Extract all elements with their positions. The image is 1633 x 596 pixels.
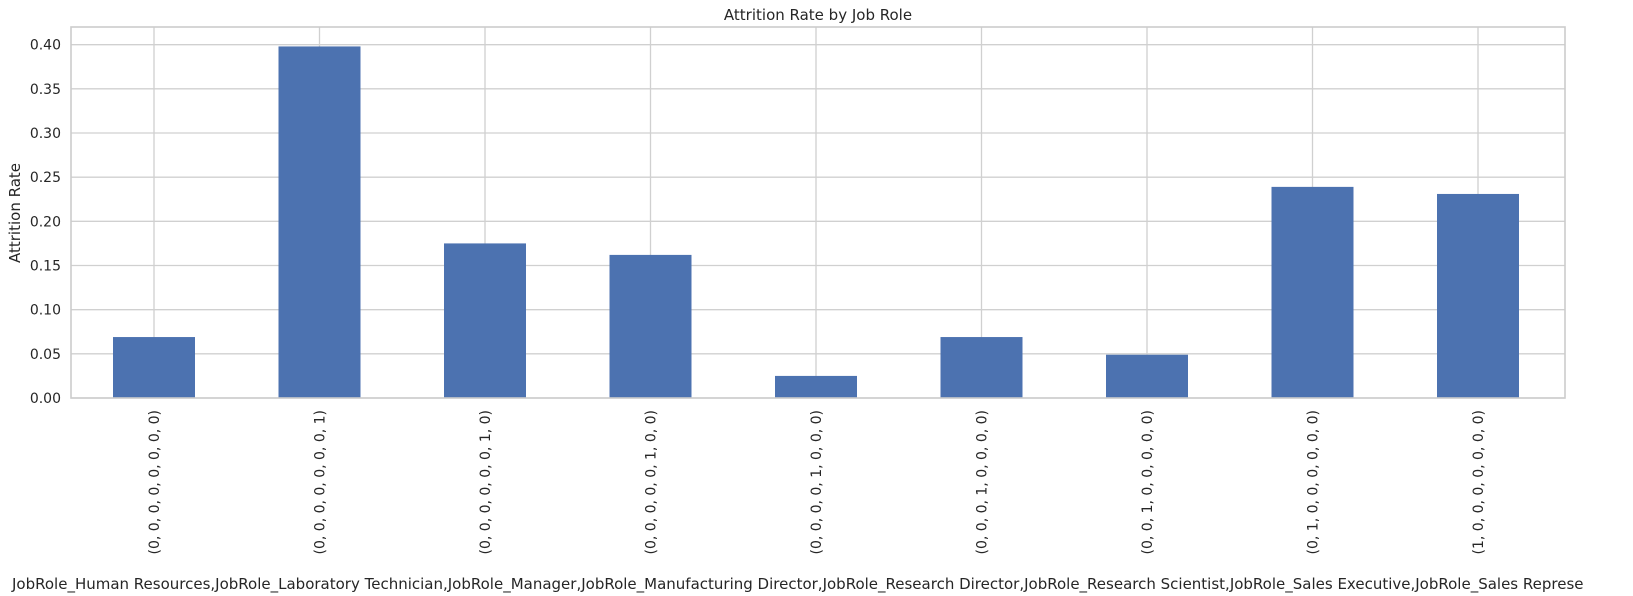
bar [1271, 186, 1354, 398]
bar [775, 375, 857, 398]
x-tick-labels: (0, 0, 0, 0, 0, 0, 0, 0) (0, 0, 0, 0, 0, … [147, 410, 1487, 554]
bar [609, 254, 692, 398]
x-tick-label: (0, 0, 1, 0, 0, 0, 0, 0) [1140, 410, 1156, 554]
y-tick-label: 0.10 [30, 303, 61, 319]
x-tick-label: (0, 0, 0, 1, 0, 0, 0, 0) [975, 410, 991, 554]
bar [278, 46, 361, 398]
y-tick-label: 0.25 [30, 170, 61, 186]
y-tick-label: 0.30 [30, 126, 61, 142]
chart-title: Attrition Rate by Job Role [724, 6, 912, 24]
y-tick-label: 0.05 [30, 347, 61, 363]
y-tick-labels: 0.00 0.05 0.10 0.15 0.20 0.25 0.30 0.35 0.40 [30, 38, 61, 407]
bar [1106, 354, 1188, 398]
y-tick-label: 0.40 [30, 38, 61, 54]
x-tick-label: (0, 0, 0, 0, 0, 0, 0, 0) [147, 410, 163, 554]
x-axis-label: JobRole_Human Resources,JobRole_Laborato… [11, 575, 1584, 594]
bar [940, 337, 1023, 398]
y-tick-label: 0.15 [30, 259, 61, 275]
bar [1437, 193, 1519, 398]
bars-layer [113, 46, 1519, 398]
x-tick-label: (0, 0, 0, 0, 1, 0, 0, 0) [809, 410, 825, 554]
x-tick-label: (0, 0, 0, 0, 0, 0, 1, 0) [478, 410, 494, 554]
bar [113, 337, 195, 398]
x-tick-label: (0, 1, 0, 0, 0, 0, 0, 0) [1306, 410, 1322, 554]
x-tick-label: (0, 0, 0, 0, 0, 0, 0, 1) [313, 410, 329, 554]
y-tick-label: 0.35 [30, 82, 61, 98]
y-axis-label: Attrition Rate [6, 163, 24, 263]
y-tick-label: 0.00 [30, 391, 61, 407]
x-tick-label: (1, 0, 0, 0, 0, 0, 0, 0) [1471, 410, 1487, 554]
x-tick-label: (0, 0, 0, 0, 0, 1, 0, 0) [644, 410, 660, 554]
plot-frame [70, 26, 1566, 399]
bar [444, 243, 526, 398]
y-tick-label: 0.20 [30, 214, 61, 230]
